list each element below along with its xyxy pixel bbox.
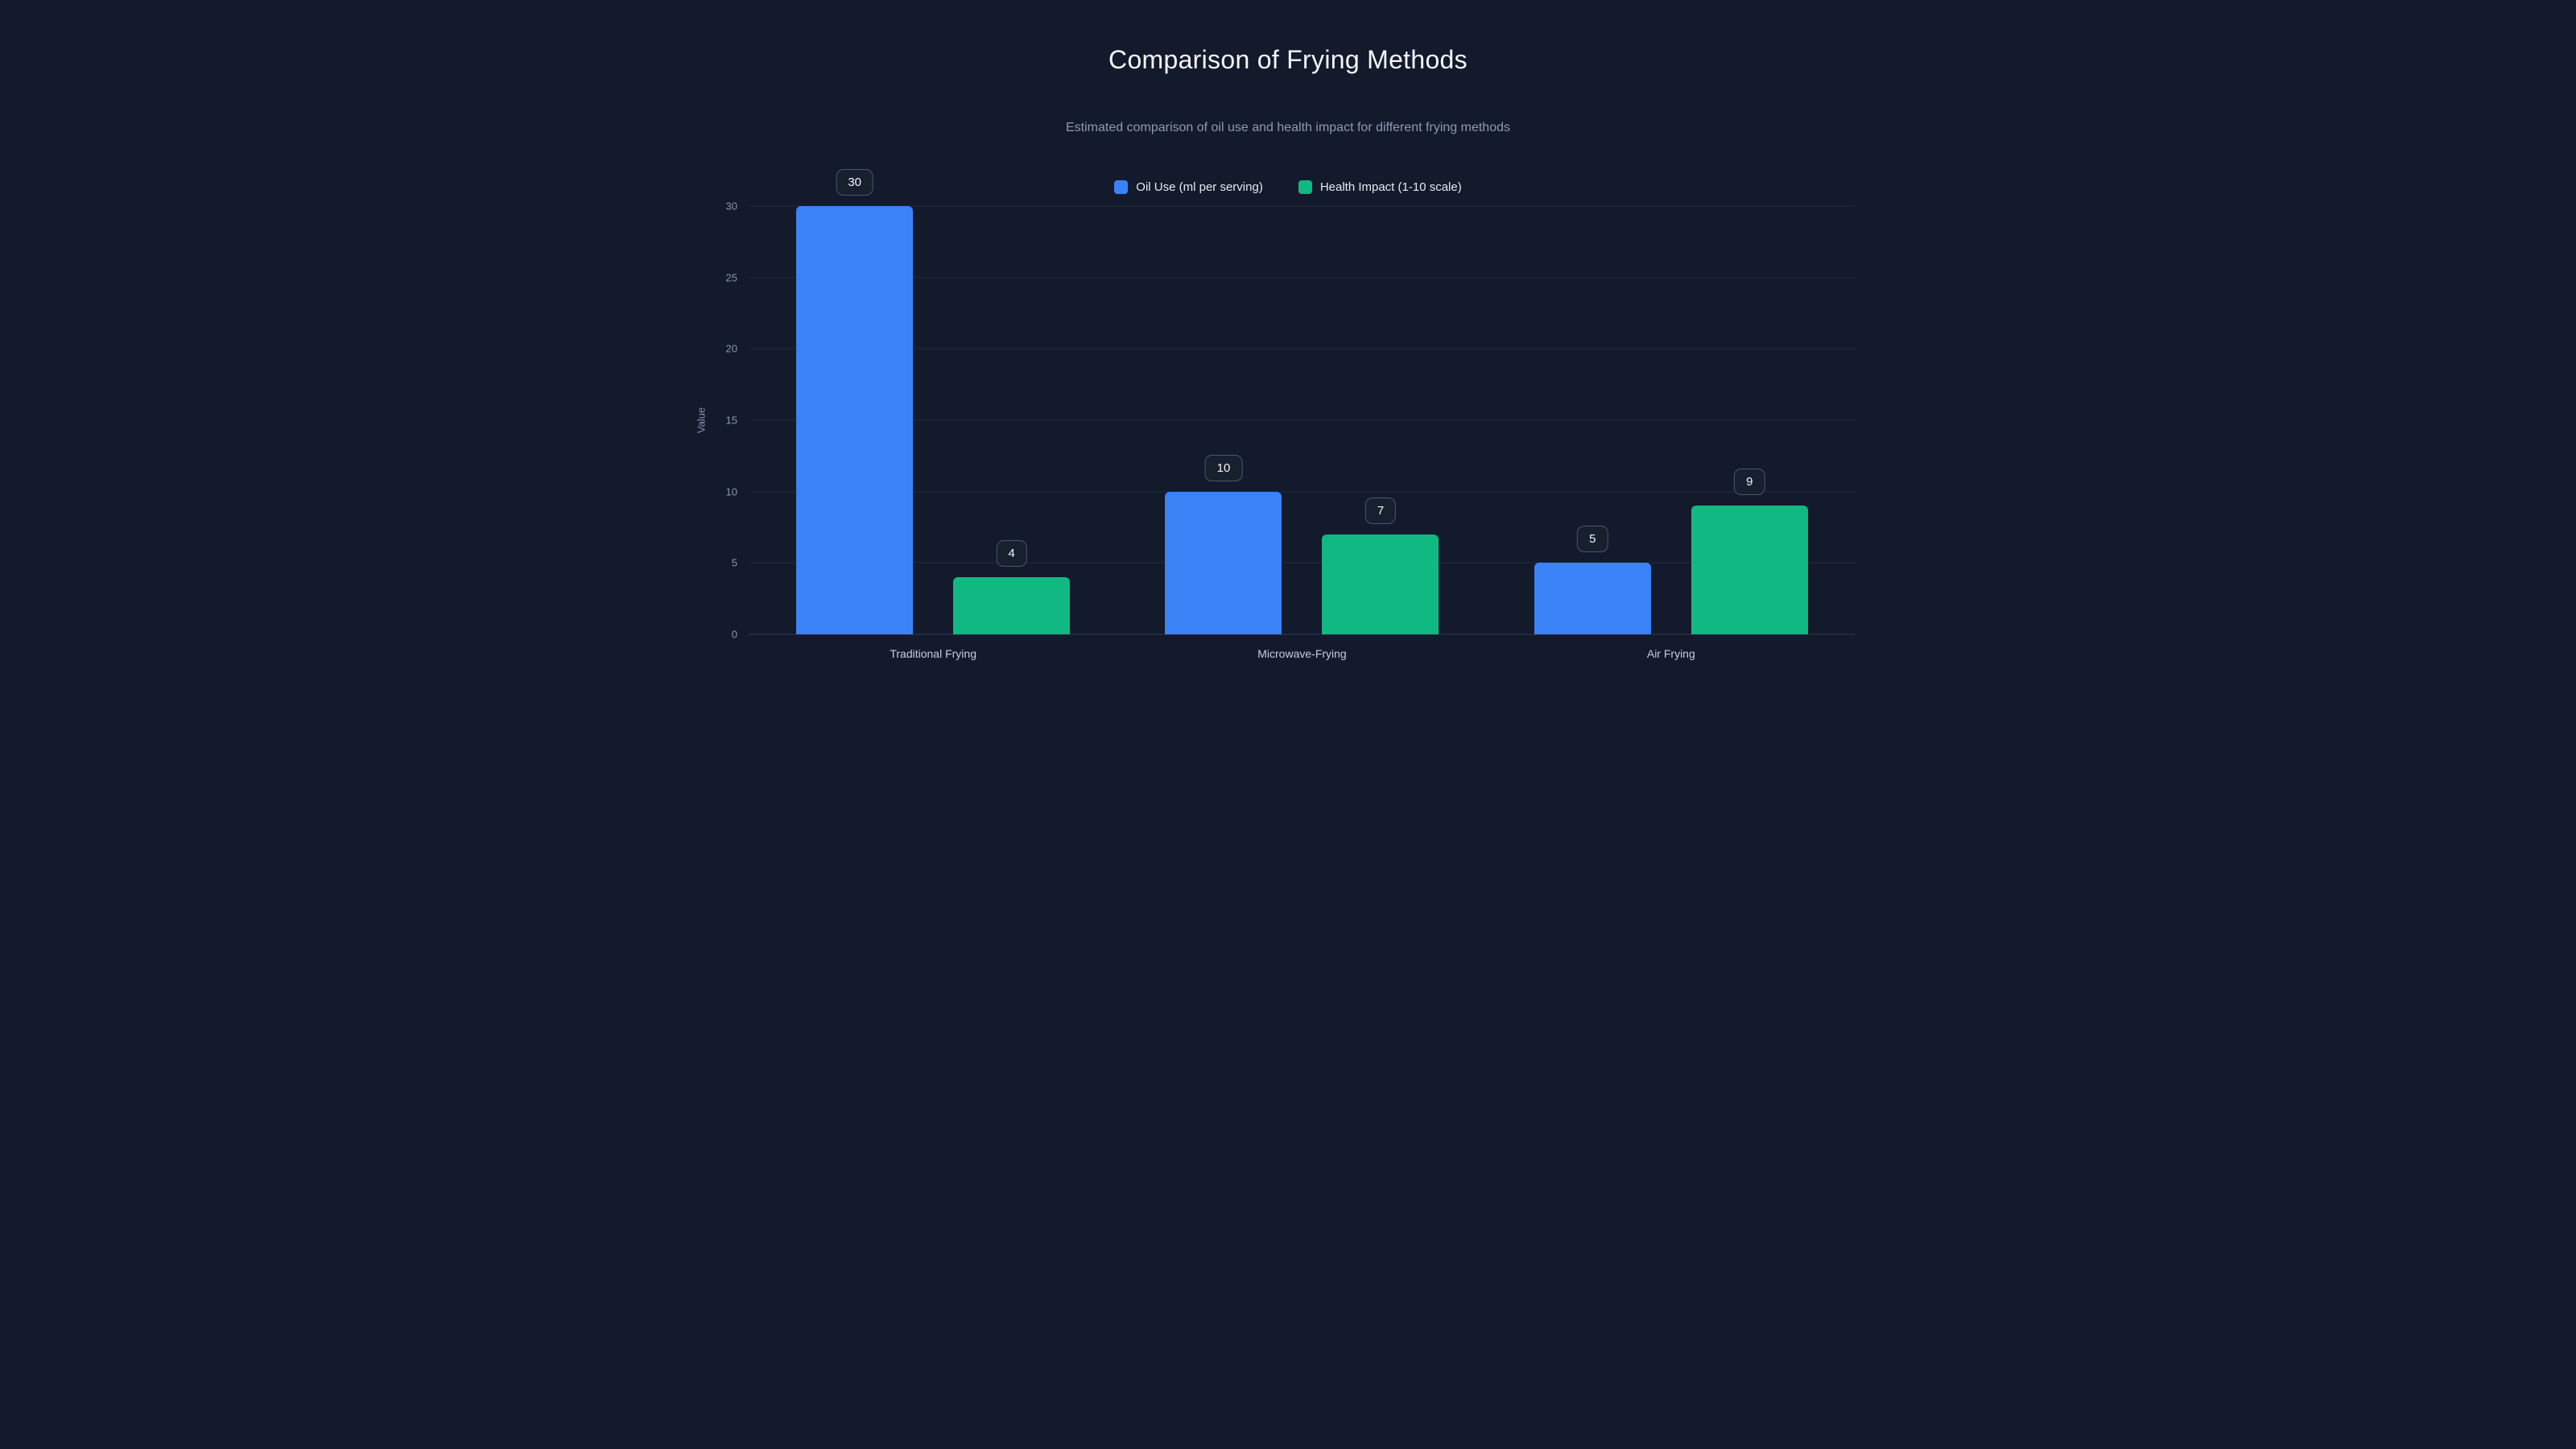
bar-value-label: 10 <box>1204 454 1243 481</box>
legend-label: Health Impact (1-10 scale) <box>1319 180 1462 194</box>
y-tick-label: 20 <box>725 342 737 355</box>
y-tick-label: 0 <box>731 628 737 641</box>
bar-value-label: 5 <box>1577 526 1608 553</box>
y-tick-label: 15 <box>725 414 737 427</box>
bar[interactable]: 9 <box>1690 469 1808 634</box>
gridline-y-15 <box>749 419 1856 421</box>
gridline-y-5 <box>749 562 1856 564</box>
legend-swatch-icon <box>1298 180 1312 194</box>
bar[interactable]: 10 <box>1165 454 1282 634</box>
y-tick-label: 10 <box>725 485 737 498</box>
gridline-y-0 <box>749 634 1856 635</box>
chart-legend: Oil Use (ml per serving) Health Impact (1… <box>644 180 1932 194</box>
legend-item[interactable]: Oil Use (ml per serving) <box>1114 180 1263 194</box>
chart-page: Comparison of Frying Methods Estimated c… <box>644 0 1932 724</box>
bar-groups: 30 4 Traditional Frying 10 7 Microwave-Frying… <box>749 169 1856 660</box>
legend-label: Oil Use (ml per serving) <box>1136 180 1263 194</box>
x-category-label: Microwave-Frying <box>1257 647 1347 660</box>
bar[interactable]: 7 <box>1322 497 1439 634</box>
bar-group-2: 5 9 Air Frying <box>1487 206 1856 660</box>
y-tick-label: 30 <box>725 200 737 213</box>
bar-value-label: 7 <box>1364 497 1397 524</box>
bar[interactable]: 30 <box>796 169 914 634</box>
gridline-y-10 <box>749 491 1856 493</box>
x-category-label: Traditional Frying <box>890 647 976 660</box>
bar-value-label: 9 <box>1734 469 1765 496</box>
gridline-y-30 <box>749 205 1856 207</box>
chart-title: Comparison of Frying Methods <box>1108 45 1468 74</box>
chart-subtitle: Estimated comparison of oil use and heal… <box>1066 121 1510 134</box>
x-category-label: Air Frying <box>1646 647 1695 660</box>
bar[interactable]: 4 <box>953 540 1071 634</box>
plot-area: 0 5 10 15 20 25 30 30 4 Traditional Frying 10 7 Micr… <box>726 169 1856 660</box>
y-tick-label: 5 <box>731 556 737 569</box>
gridline-y-25 <box>749 277 1856 279</box>
legend-item[interactable]: Health Impact (1-10 scale) <box>1298 180 1462 194</box>
y-tick-label: 25 <box>725 271 737 284</box>
bar-value-label: 4 <box>996 540 1027 568</box>
legend-swatch-icon <box>1114 180 1129 194</box>
bar[interactable]: 5 <box>1534 526 1651 634</box>
y-axis-title: Value <box>695 407 708 434</box>
bar-value-label: 30 <box>836 169 873 196</box>
bar-group-1: 10 7 Microwave-Frying <box>1117 206 1486 660</box>
bar-group-0: 30 4 Traditional Frying <box>749 169 1117 660</box>
